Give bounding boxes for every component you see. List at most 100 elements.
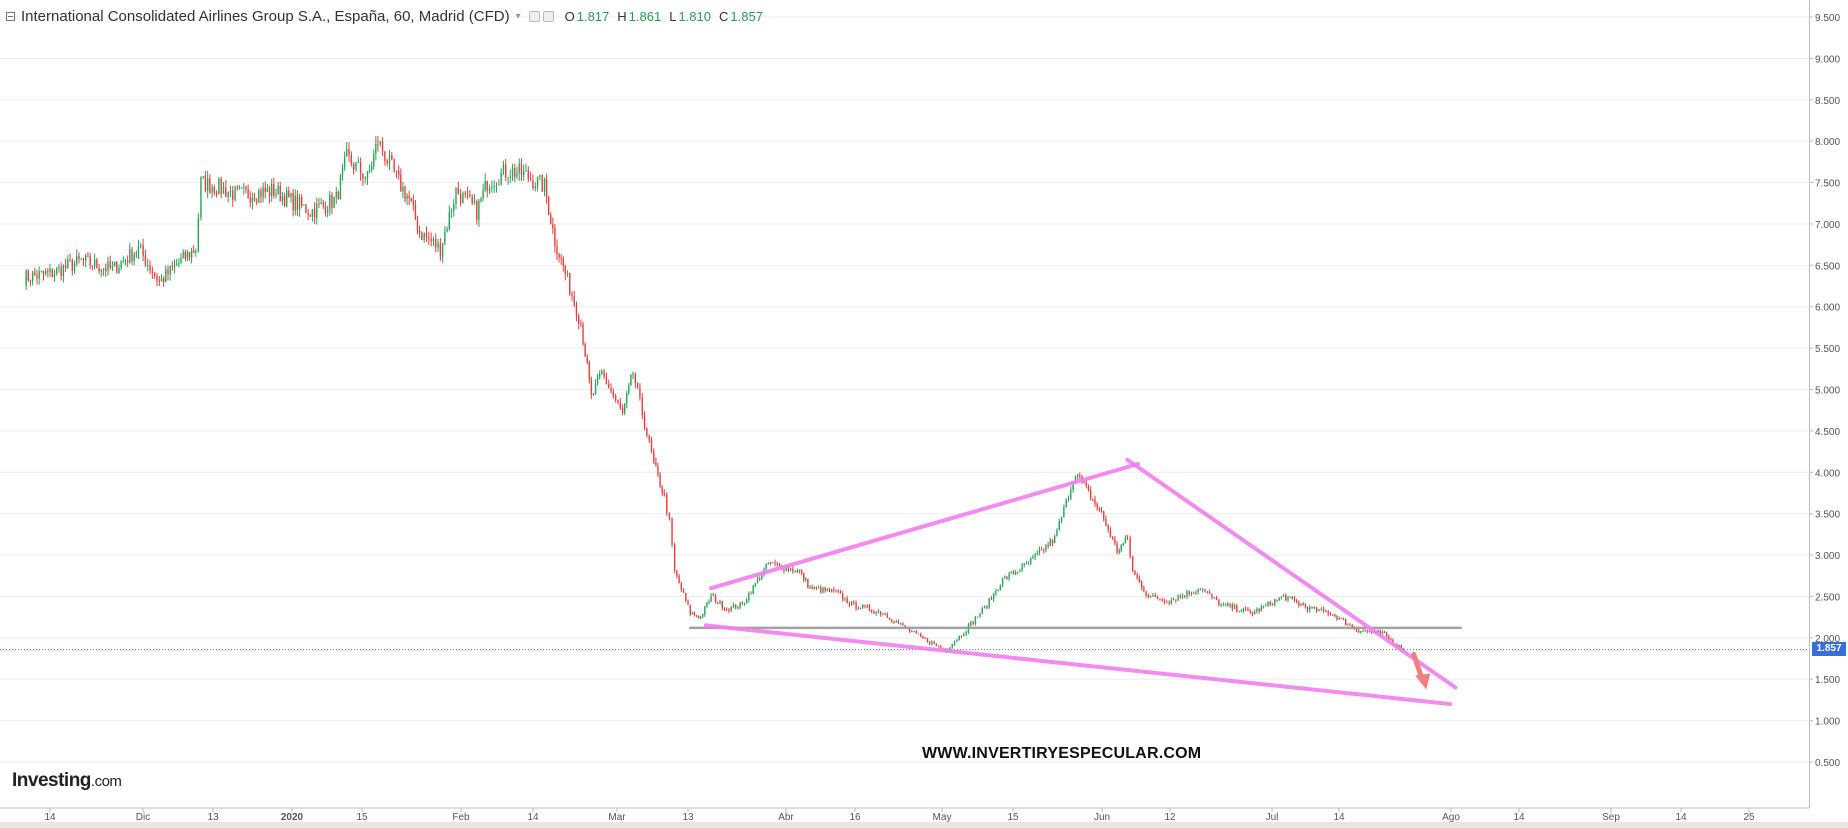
candle-body bbox=[1124, 537, 1127, 544]
candle-body bbox=[704, 606, 706, 615]
candle-body bbox=[992, 593, 995, 600]
candle-body bbox=[917, 633, 920, 635]
candle-body bbox=[1001, 578, 1004, 586]
candle-body bbox=[1083, 481, 1085, 483]
x-tick-label: Jun bbox=[1094, 812, 1110, 823]
candle-body bbox=[462, 192, 464, 204]
candle-body bbox=[406, 195, 408, 200]
candle-body bbox=[421, 233, 423, 240]
candle-body bbox=[864, 605, 866, 607]
candle-body bbox=[1211, 593, 1213, 598]
candle-body bbox=[439, 242, 442, 257]
candle-body bbox=[743, 603, 746, 605]
candle-body bbox=[785, 567, 787, 571]
y-tick-label: 1.500 bbox=[1815, 675, 1840, 686]
candle-body bbox=[1118, 550, 1120, 553]
candle-body bbox=[51, 268, 53, 277]
candle-body bbox=[1231, 604, 1234, 609]
candle-body bbox=[1306, 607, 1309, 611]
candle-body bbox=[27, 270, 30, 281]
candle-body bbox=[153, 273, 156, 276]
candle-body bbox=[109, 261, 111, 268]
candle-body bbox=[195, 251, 197, 253]
candle-body bbox=[1132, 556, 1134, 571]
candle-body bbox=[920, 633, 922, 637]
logo-main: Investing bbox=[12, 770, 91, 791]
candle-body bbox=[260, 190, 262, 198]
candle-body bbox=[1111, 537, 1114, 539]
candle-body bbox=[441, 243, 444, 257]
candle-body bbox=[313, 209, 316, 218]
candle-body bbox=[1267, 602, 1269, 606]
candle-body bbox=[1152, 595, 1154, 597]
candle-body bbox=[953, 641, 956, 645]
candle-body bbox=[1008, 573, 1010, 579]
collapse-icon[interactable] bbox=[6, 11, 15, 21]
chevron-down-icon[interactable]: ▾ bbox=[515, 10, 521, 22]
candle-body bbox=[209, 178, 211, 193]
candle-body bbox=[1140, 581, 1143, 589]
candle-body bbox=[772, 562, 774, 564]
candle-body bbox=[418, 231, 421, 234]
settings-icon[interactable] bbox=[528, 10, 540, 22]
candle-body bbox=[266, 188, 269, 193]
candle-body bbox=[234, 186, 236, 200]
candle-body bbox=[1043, 549, 1045, 551]
candle-body bbox=[190, 250, 193, 258]
candle-body bbox=[218, 178, 220, 195]
instrument-title: International Consolidated Airlines Grou… bbox=[21, 7, 510, 25]
candle-body bbox=[1100, 509, 1103, 512]
candle-body bbox=[1175, 599, 1177, 601]
candle-body bbox=[1184, 595, 1186, 597]
candle-body bbox=[1063, 506, 1065, 517]
candle-body bbox=[628, 385, 630, 394]
candle-body bbox=[93, 259, 96, 267]
candle-body bbox=[381, 141, 384, 152]
candle-body bbox=[691, 612, 694, 615]
candle-body bbox=[1021, 564, 1023, 571]
candle-body bbox=[717, 602, 719, 604]
candle-body bbox=[520, 163, 523, 176]
candle-body bbox=[532, 179, 534, 189]
candle-body bbox=[1213, 596, 1215, 598]
candle-body bbox=[853, 602, 855, 603]
candle-body bbox=[455, 187, 457, 204]
candle-body bbox=[554, 227, 556, 247]
candle-body bbox=[1318, 609, 1320, 612]
candle-body bbox=[824, 587, 826, 591]
candle-body bbox=[273, 184, 275, 196]
candle-body bbox=[525, 170, 527, 172]
candle-body bbox=[702, 614, 704, 617]
candle-body bbox=[243, 186, 245, 188]
candle-body bbox=[102, 268, 105, 270]
candle-body bbox=[391, 154, 393, 160]
candle-body bbox=[491, 187, 493, 189]
candle-body bbox=[848, 603, 851, 606]
x-tick-label: Feb bbox=[452, 812, 470, 823]
candle-body bbox=[1145, 591, 1147, 596]
candle-body bbox=[149, 265, 151, 271]
investing-logo[interactable]: Investing.com bbox=[12, 770, 122, 792]
candle-body bbox=[89, 256, 91, 266]
candle-body bbox=[202, 176, 204, 178]
candle-body bbox=[192, 250, 195, 253]
candle-body bbox=[822, 587, 824, 593]
candle-body bbox=[603, 370, 605, 377]
close-icon[interactable] bbox=[542, 10, 554, 22]
candle-body bbox=[142, 245, 144, 256]
candle-body bbox=[922, 636, 924, 638]
candle-body bbox=[281, 195, 284, 202]
candle-body bbox=[1067, 498, 1070, 500]
candle-body bbox=[25, 270, 27, 286]
x-tick-label: 14 bbox=[44, 812, 56, 823]
candle-body bbox=[1017, 571, 1019, 573]
candle-body bbox=[1089, 490, 1092, 500]
candle-body bbox=[268, 188, 271, 197]
candle-body bbox=[970, 622, 972, 626]
candle-body bbox=[1094, 499, 1096, 504]
candle-body bbox=[1349, 624, 1351, 626]
x-tick-label: 13 bbox=[682, 812, 694, 823]
x-tick-label: 14 bbox=[1675, 812, 1687, 823]
